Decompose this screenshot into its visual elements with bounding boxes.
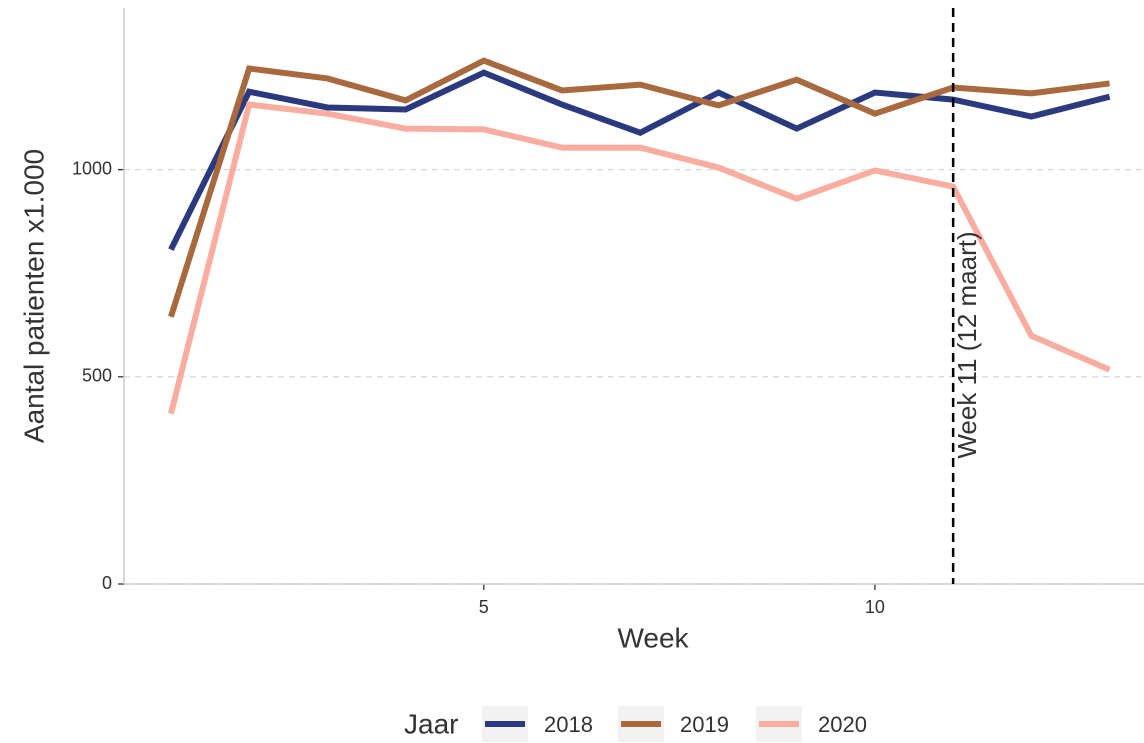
x-axis-title: Week [617, 622, 689, 653]
x-tick-label: 5 [479, 597, 489, 617]
annotation-label: Week 11 (12 maart) [952, 231, 982, 458]
legend-label: 2019 [680, 712, 729, 737]
legend-label: 2018 [544, 712, 593, 737]
y-tick-label: 1000 [72, 158, 112, 178]
legend-label: 2020 [818, 712, 867, 737]
legend-title: Jaar [404, 708, 458, 739]
x-tick-label: 10 [865, 597, 885, 617]
line [168, 101, 1111, 415]
y-tick-label: 0 [102, 573, 112, 593]
y-axis-title: Aantal patienten x1.000 [18, 149, 49, 443]
y-tick-label: 500 [82, 366, 112, 386]
line [168, 69, 1111, 251]
